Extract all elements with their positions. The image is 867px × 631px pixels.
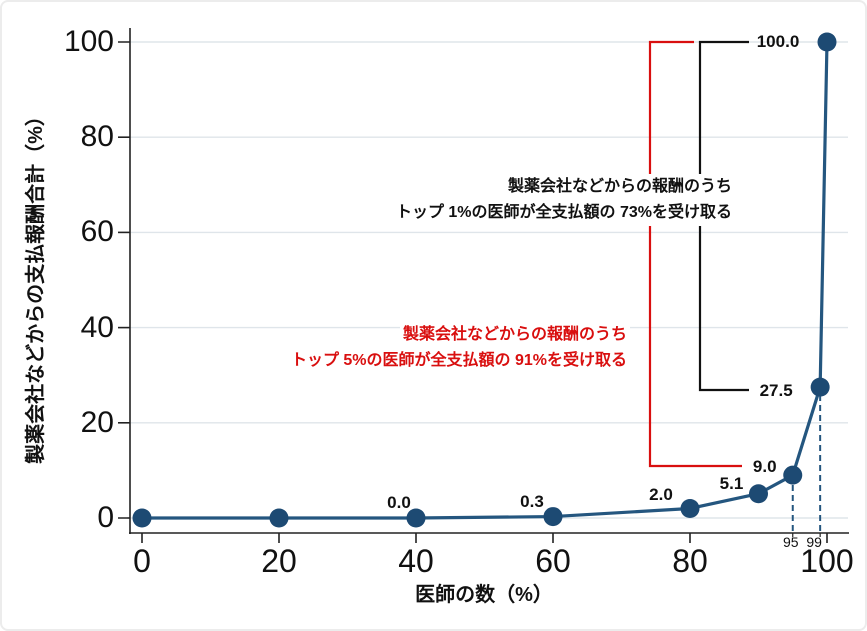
bracket-top5 [648,40,742,468]
data-point [269,508,289,528]
x-minor-tick-label: 95 [782,534,799,550]
data-point [132,508,152,528]
data-point-label: 5.1 [719,473,744,493]
data-point [817,32,837,52]
annotation-top1-percent: 製薬会社などからの報酬のうち トップ 1%の医師が全支払額の 73%を受け取る [392,174,735,226]
annotation-top5-line1: 製薬会社などからの報酬のうち [399,322,630,348]
annotation-top1-line1: 製薬会社などからの報酬のうち [504,174,735,200]
data-point [543,507,563,527]
x-tick-label: 60 [535,543,571,579]
y-tick-label: 100 [63,25,114,58]
data-point [810,377,830,397]
x-axis-title: 医師の数（%） [415,584,553,606]
data-point [749,484,768,504]
data-point-label: 2.0 [649,485,673,505]
y-tick-label: 40 [80,310,114,344]
annotation-top5-percent: 製薬会社などからの報酬のうち トップ 5%の医師が全支払額の 91%を受け取る [287,322,630,374]
data-point-label: 9.0 [752,457,777,477]
y-tick-label: 60 [80,215,114,249]
annotation-top1-line2: トップ 1%の医師が全支払額の 73%を受け取る [392,200,735,226]
y-tick-label: 0 [97,501,114,534]
x-tick-label: 40 [398,543,434,579]
data-point [406,508,426,528]
y-axis-title: 製薬会社などからの支払報酬合計（%） [25,106,47,464]
data-point [680,498,700,518]
x-tick-label: 20 [261,543,297,579]
data-point-label: 27.5 [759,381,793,401]
data-point-label: 100.0 [756,32,800,51]
data-point-label: 0.0 [387,493,411,512]
x-minor-tick-label: 99 [806,534,822,550]
x-tick-label: 80 [672,543,708,579]
data-point-label: 0.3 [520,491,544,511]
y-tick-label: 80 [80,120,114,154]
x-tick-label: 100 [800,543,854,579]
x-tick-label: 0 [133,543,151,579]
y-tick-label: 20 [80,405,114,439]
annotation-top5-line2: トップ 5%の医師が全支払額の 91%を受け取る [287,348,630,374]
data-point [783,465,803,485]
data-line [142,41,829,520]
